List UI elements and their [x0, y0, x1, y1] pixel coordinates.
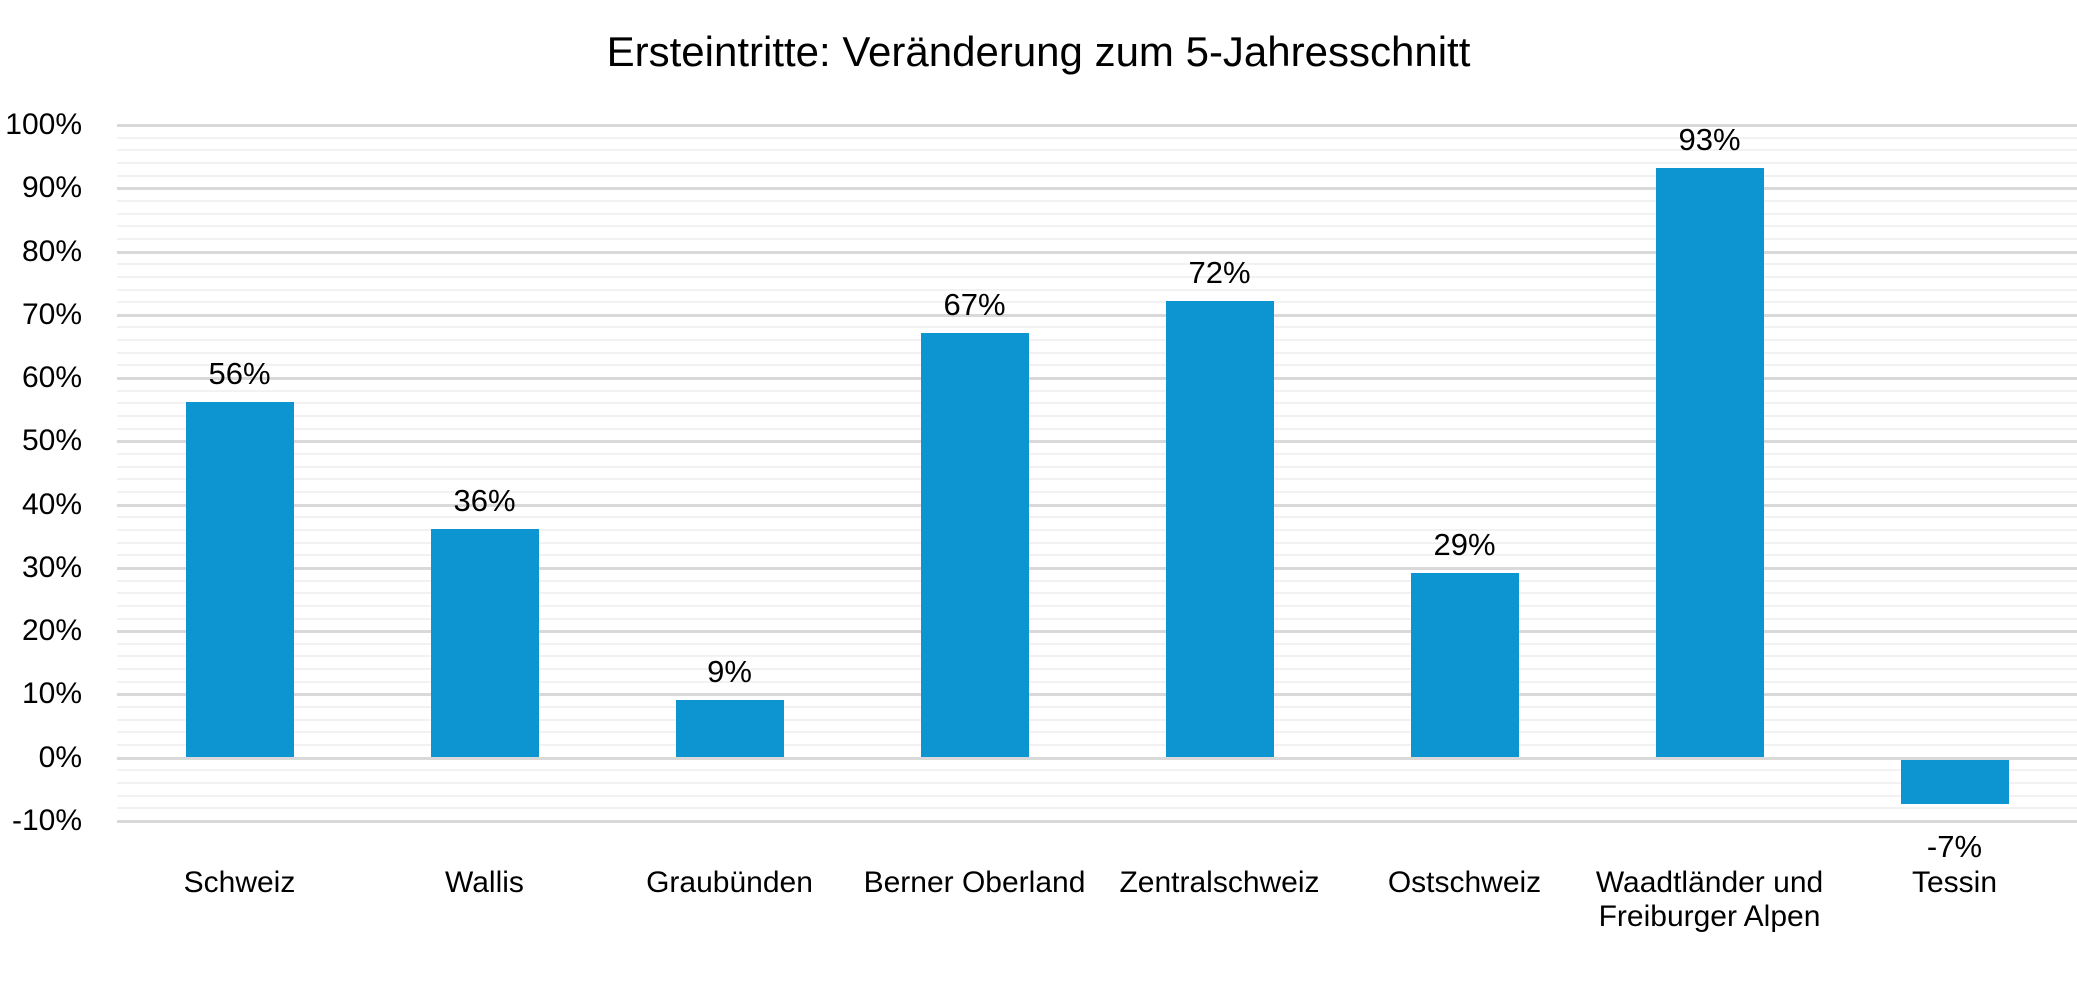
gridline-minor-52 — [117, 427, 2077, 430]
gridline-major-100 — [117, 124, 2077, 127]
y-axis-tick-label-50: 50% — [21, 424, 82, 458]
x-axis-label-waadtländer-und-freiburger-alpen: Waadtländer und Freiburger Alpen — [1595, 866, 1824, 933]
gridline-major-10 — [117, 693, 2077, 697]
gridline-minor-66 — [117, 339, 2077, 342]
x-axis-label-ostschweiz: Ostschweiz — [1387, 866, 1542, 899]
gridline-minor-56 — [117, 402, 2077, 405]
gridline-major-40 — [117, 503, 2077, 507]
gridline-minor--4 — [117, 782, 2077, 785]
gridline-minor-58 — [117, 389, 2077, 392]
x-axis-label-tessin: Tessin — [1911, 866, 1998, 899]
bar-value-label-berner-oberland: 67% — [943, 286, 1006, 322]
gridline-minor-32 — [117, 554, 2077, 557]
y-axis-tick-label-60: 60% — [21, 361, 82, 395]
bar-wallis — [430, 528, 539, 757]
gridline-minor-74 — [117, 288, 2077, 291]
bar-graubünden — [675, 699, 784, 757]
y-axis-tick-label-80: 80% — [21, 234, 82, 268]
gridline-major--10 — [117, 820, 2077, 823]
bar-berner-oberland — [920, 332, 1029, 757]
gridline-minor-94 — [117, 161, 2077, 164]
gridline-minor-64 — [117, 351, 2077, 354]
gridline-minor-82 — [117, 237, 2077, 240]
gridline-minor-76 — [117, 275, 2077, 278]
gridline-major-60 — [117, 377, 2077, 381]
x-axis-label-graubünden: Graubünden — [646, 866, 813, 899]
bar-zentralschweiz — [1165, 301, 1274, 757]
x-axis-label-berner-oberland: Berner Oberland — [863, 866, 1086, 899]
gridline-minor-48 — [117, 453, 2077, 456]
gridline-minor-6 — [117, 718, 2077, 721]
gridline-minor--8 — [117, 807, 2077, 810]
gridline-major-50 — [117, 440, 2077, 444]
y-axis-tick-label-30: 30% — [21, 550, 82, 584]
y-axis-tick-label-0: 0% — [38, 740, 82, 774]
x-axis-label-zentralschweiz: Zentralschweiz — [1119, 866, 1320, 899]
gridline-minor-78 — [117, 263, 2077, 266]
gridline-minor-44 — [117, 478, 2077, 481]
gridline-minor-28 — [117, 579, 2077, 582]
y-axis-tick-label-90: 90% — [21, 171, 82, 205]
bar-schweiz — [185, 402, 294, 757]
gridline-minor-4 — [117, 731, 2077, 734]
gridline-minor-46 — [117, 465, 2077, 468]
gridline-minor-68 — [117, 326, 2077, 329]
y-axis-tick-label--10: -10% — [11, 804, 82, 837]
gridline-minor--6 — [117, 794, 2077, 797]
gridline-minor-96 — [117, 149, 2077, 152]
gridline-minor-92 — [117, 174, 2077, 177]
x-axis-label-wallis: Wallis — [445, 866, 524, 899]
gridline-minor-12 — [117, 680, 2077, 683]
gridline-minor-16 — [117, 655, 2077, 658]
bar-value-label-wallis: 36% — [453, 482, 516, 518]
gridline-minor-22 — [117, 617, 2077, 620]
bar-value-label-waadtländer-und-freiburger-alpen: 93% — [1678, 122, 1741, 158]
bar-value-label-zentralschweiz: 72% — [1188, 255, 1251, 291]
gridline-minor--2 — [117, 769, 2077, 772]
gridline-major-80 — [117, 250, 2077, 254]
bar-value-label-graubünden: 9% — [707, 653, 752, 689]
y-axis-tick-label-70: 70% — [21, 297, 82, 331]
bar-value-label-tessin: -7% — [1926, 829, 1983, 865]
x-axis-label-schweiz: Schweiz — [183, 866, 296, 899]
gridline-minor-14 — [117, 668, 2077, 671]
y-axis-tick-label-10: 10% — [21, 677, 82, 711]
gridline-major-20 — [117, 630, 2077, 634]
gridline-minor-98 — [117, 136, 2077, 139]
bar-ostschweiz — [1410, 573, 1519, 757]
gridline-major-90 — [117, 187, 2077, 191]
y-axis-tick-label-40: 40% — [21, 487, 82, 521]
gridline-minor-84 — [117, 225, 2077, 228]
gridline-major-0 — [117, 756, 2077, 760]
gridline-minor-62 — [117, 364, 2077, 367]
chart-title: Ersteintritte: Veränderung zum 5-Jahress… — [606, 28, 1471, 75]
gridline-minor-86 — [117, 212, 2077, 215]
gridline-minor-18 — [117, 642, 2077, 645]
gridline-minor-34 — [117, 541, 2077, 544]
gridline-minor-26 — [117, 592, 2077, 595]
gridline-minor-24 — [117, 604, 2077, 607]
y-axis-tick-label-20: 20% — [21, 614, 82, 648]
gridline-major-30 — [117, 566, 2077, 570]
gridline-minor-2 — [117, 744, 2077, 747]
gridline-minor-72 — [117, 301, 2077, 304]
gridline-minor-42 — [117, 490, 2077, 493]
gridline-minor-88 — [117, 199, 2077, 202]
gridline-minor-38 — [117, 516, 2077, 519]
bar-waadtländer-und-freiburger-alpen — [1655, 168, 1764, 757]
gridline-minor-8 — [117, 706, 2077, 709]
gridline-minor-36 — [117, 528, 2077, 531]
bar-value-label-schweiz: 56% — [208, 356, 271, 392]
gridline-minor-54 — [117, 415, 2077, 418]
bar-value-label-ostschweiz: 29% — [1433, 527, 1496, 563]
y-axis-tick-label-100: 100% — [5, 108, 82, 141]
bar-tessin — [1900, 759, 2009, 804]
gridline-major-70 — [117, 313, 2077, 317]
